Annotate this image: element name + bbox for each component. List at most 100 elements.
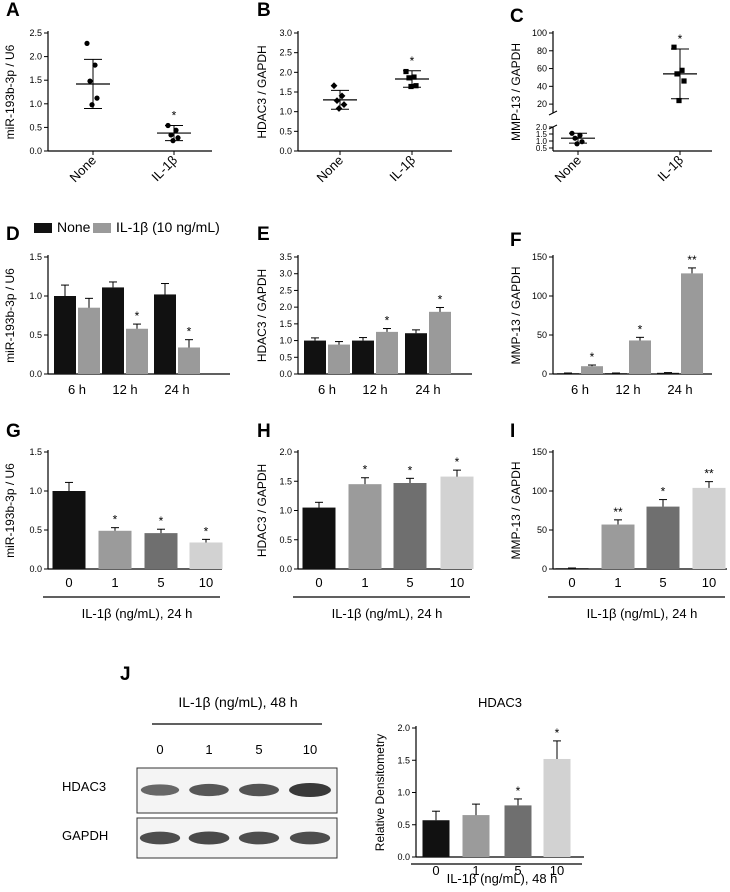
data-point bbox=[572, 135, 578, 141]
x-tick-label: 1 bbox=[472, 863, 479, 878]
significance-label: * bbox=[638, 322, 643, 336]
blot-bands bbox=[139, 783, 331, 845]
x-tick-label: 10 bbox=[199, 575, 213, 590]
y-tick-label: 40 bbox=[537, 81, 547, 91]
data-point bbox=[681, 78, 687, 84]
y-tick-label: 100 bbox=[532, 291, 547, 301]
western-blot: J IL-1β (ng/mL), 48 h 0 1 5 10 HDAC3 GAP… bbox=[62, 664, 338, 859]
y-tick-label: 3.0 bbox=[279, 269, 292, 279]
data-point bbox=[577, 132, 583, 138]
bar bbox=[692, 487, 726, 569]
y-tick-label: 1.0 bbox=[279, 336, 292, 346]
y-tick-label: 150 bbox=[532, 447, 547, 457]
y-tick-label: 1.5 bbox=[29, 252, 42, 262]
y-tick-label: 0.5 bbox=[29, 330, 42, 340]
y-tick-label: 0.0 bbox=[279, 369, 292, 379]
y-tick-label: 2.5 bbox=[279, 285, 292, 295]
bar bbox=[422, 820, 450, 857]
axis-break-mark bbox=[548, 110, 558, 116]
data-point bbox=[413, 83, 419, 89]
y-tick-label: 50 bbox=[537, 525, 547, 535]
y-tick-label: 2.0 bbox=[279, 447, 292, 457]
bar bbox=[393, 483, 427, 569]
y-tick-label: 100 bbox=[532, 486, 547, 496]
panel-letter: B bbox=[257, 0, 271, 21]
panel-letter: H bbox=[257, 421, 271, 442]
data-point bbox=[338, 92, 346, 100]
significance-label: * bbox=[410, 54, 415, 68]
x-tick-label: 10 bbox=[550, 863, 564, 878]
blot-band bbox=[188, 831, 230, 845]
y-tick-label: 2.0 bbox=[279, 67, 292, 77]
x-tick-label: 0 bbox=[432, 863, 439, 878]
chart-panel-C: C MMP-13 / GAPDH 20 40 60 80 100 0.51.01.52.0 No… bbox=[509, 6, 712, 185]
y-tick-label: 1.0 bbox=[29, 486, 42, 496]
significance-label: * bbox=[590, 350, 595, 364]
y-tick-label: 0.5 bbox=[536, 144, 548, 153]
data-point bbox=[574, 141, 580, 147]
data-point bbox=[406, 75, 412, 81]
chart-title: HDAC3 bbox=[478, 695, 522, 710]
data-point bbox=[333, 97, 341, 105]
x-tick-label: 5 bbox=[514, 863, 521, 878]
data-point bbox=[165, 122, 171, 129]
x-tick-label: 0 bbox=[65, 575, 72, 590]
y-tick-label: 1.0 bbox=[536, 137, 548, 146]
legend-label-il: IL-1β (10 ng/mL) bbox=[116, 219, 220, 235]
y-tick-label: 0.5 bbox=[279, 352, 292, 362]
data-point bbox=[89, 102, 95, 108]
x-axis-title: IL-1β (ng/mL), 48 h bbox=[447, 871, 558, 886]
y-tick-label: 0.0 bbox=[279, 564, 292, 574]
chart-panel-H: H HDAC3 / GAPDH 0.0 0.5 1.0 1.5 2.0 0 * 1 * 5 * 10 IL-… bbox=[255, 421, 474, 621]
y-tick-label: 0.5 bbox=[279, 126, 292, 136]
bar bbox=[605, 373, 627, 375]
legend-label-none: None bbox=[57, 219, 91, 235]
blot-band bbox=[189, 783, 229, 797]
blot-band bbox=[140, 784, 180, 796]
significance-label: * bbox=[516, 784, 521, 798]
blot-lane-label: 0 bbox=[156, 742, 163, 757]
significance-label: * bbox=[159, 514, 164, 528]
bar bbox=[543, 758, 571, 857]
y-axis-title: MMP-13 / GAPDH bbox=[509, 461, 523, 559]
data-point bbox=[679, 67, 685, 73]
significance-label: * bbox=[113, 513, 118, 527]
data-point bbox=[84, 40, 90, 46]
y-tick-label: 3.0 bbox=[279, 28, 292, 38]
y-tick-label: 80 bbox=[537, 46, 547, 56]
data-point bbox=[87, 78, 93, 84]
bar bbox=[154, 294, 176, 374]
x-tick-label: 5 bbox=[157, 575, 164, 590]
panel-letter: A bbox=[6, 0, 20, 21]
x-tick-label: IL-1β bbox=[654, 153, 686, 185]
y-tick-label: 0.5 bbox=[397, 820, 410, 830]
significance-label: * bbox=[438, 292, 443, 306]
bar bbox=[601, 524, 635, 569]
significance-label: * bbox=[408, 463, 413, 477]
data-point bbox=[94, 95, 100, 101]
y-tick-label: 2.0 bbox=[279, 302, 292, 312]
data-point bbox=[408, 83, 414, 90]
bar bbox=[348, 484, 382, 569]
y-tick-label: 2.5 bbox=[29, 28, 42, 38]
y-tick-label: 2.0 bbox=[29, 52, 42, 62]
bar bbox=[646, 506, 680, 569]
data-point bbox=[335, 105, 343, 112]
x-tick-label: 24 h bbox=[415, 382, 440, 397]
x-tick-label: None bbox=[314, 153, 347, 186]
bar bbox=[78, 307, 100, 374]
blot-band bbox=[238, 831, 280, 845]
y-axis-title: MMP-13 / GAPDH bbox=[509, 43, 523, 141]
x-tick-label: 24 h bbox=[667, 382, 692, 397]
significance-label: ** bbox=[613, 505, 623, 519]
y-tick-label: 50 bbox=[537, 330, 547, 340]
y-tick-label: 1.0 bbox=[279, 506, 292, 516]
x-tick-label: 10 bbox=[702, 575, 716, 590]
significance-label: * bbox=[385, 314, 390, 328]
y-tick-label: 1.0 bbox=[397, 788, 410, 798]
chart-panel-E: E HDAC3 / GAPDH 0.0 0.5 1.0 1.5 2.0 2.5 3.0 3.5 6 … bbox=[255, 224, 472, 397]
bar bbox=[557, 373, 579, 375]
y-tick-label: 0 bbox=[542, 564, 547, 574]
